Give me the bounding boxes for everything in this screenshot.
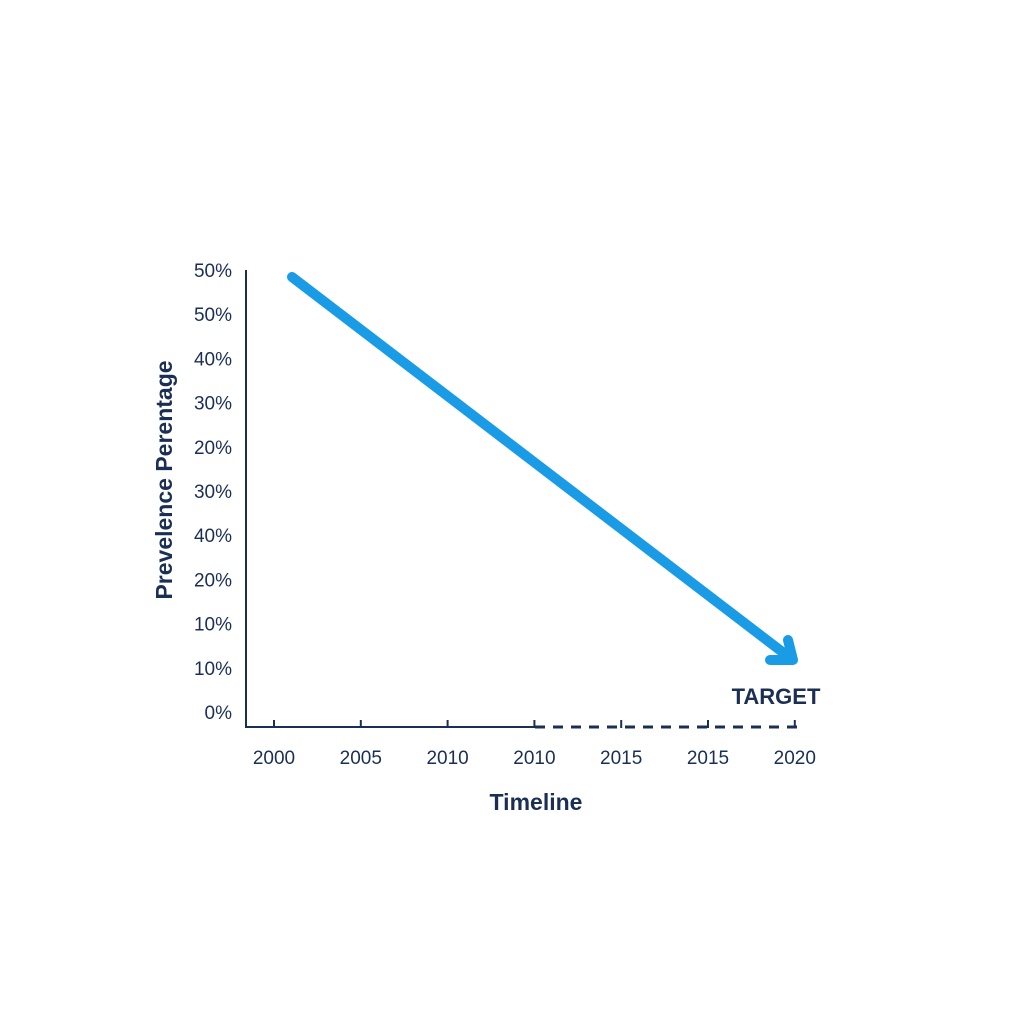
arrow-head	[765, 635, 798, 665]
y-tick-label: 40%	[194, 349, 232, 370]
trend-arrow	[287, 272, 790, 659]
y-tick-label: 10%	[194, 615, 232, 636]
x-tick-label: 2015	[600, 748, 642, 769]
y-axis-label: Prevelence Perentage	[151, 360, 177, 599]
y-tick-label: 50%	[194, 261, 232, 282]
x-tick-label: 2000	[253, 748, 295, 769]
y-tick-label: 0%	[205, 703, 233, 724]
x-tick-label: 2020	[774, 748, 816, 769]
annotation: TARGET	[732, 684, 821, 709]
x-tick-label: 2010	[426, 748, 468, 769]
x-tick-label: 2005	[340, 748, 382, 769]
x-tick-label: 2015	[687, 748, 729, 769]
y-tick-label: 30%	[194, 482, 232, 503]
x-tick-label: 2010	[513, 748, 555, 769]
y-tick-label: 50%	[194, 305, 232, 326]
y-tick-label: 20%	[194, 438, 232, 459]
y-tick-label: 20%	[194, 570, 232, 591]
y-tick-label: 40%	[194, 526, 232, 547]
y-tick-label: 30%	[194, 394, 232, 415]
x-axis-label: Timeline	[490, 789, 583, 815]
y-tick-label: 10%	[194, 659, 232, 680]
